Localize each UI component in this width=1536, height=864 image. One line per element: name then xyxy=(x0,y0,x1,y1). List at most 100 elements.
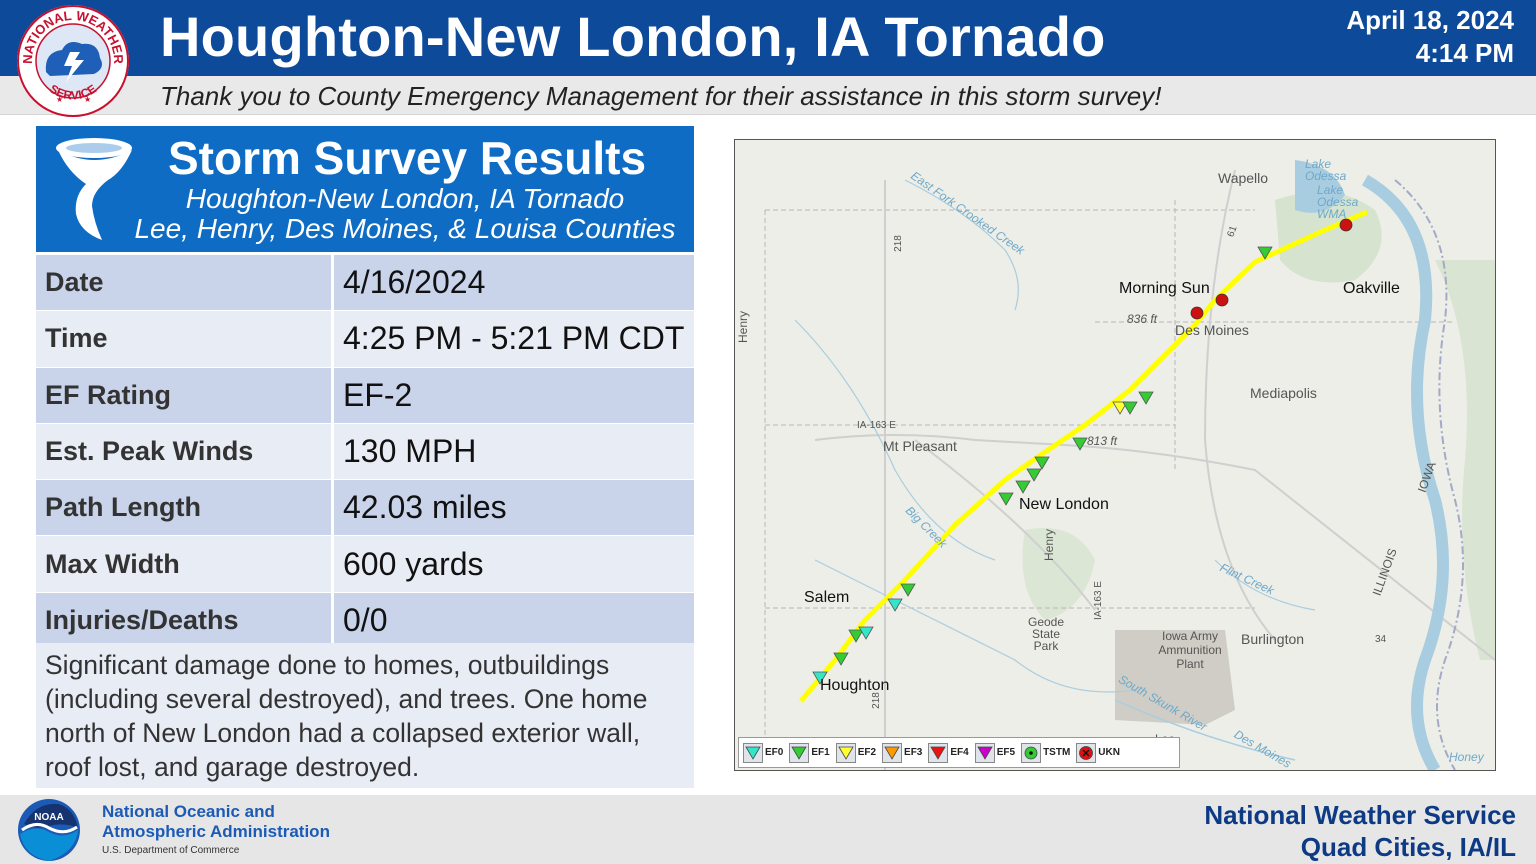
damage-point-ef1 xyxy=(1257,246,1273,260)
table-row-date: Date 4/16/2024 xyxy=(36,255,694,312)
table-row-path-length: Path Length 42.03 miles xyxy=(36,480,694,537)
damage-point-ef1 xyxy=(848,629,864,643)
row-value: EF-2 xyxy=(334,367,694,423)
river-floodplain xyxy=(1435,260,1495,660)
stream xyxy=(794,319,996,561)
legend-label: EF4 xyxy=(950,747,969,758)
map-road-ia163b: IA-163 E xyxy=(1092,581,1104,620)
map-label-lake-odessa-wma: Lake Odessa WMA xyxy=(1317,183,1359,221)
legend-label: EF1 xyxy=(811,747,830,758)
issue-date: April 18, 2024 xyxy=(1346,5,1514,35)
row-label: Time xyxy=(36,311,334,367)
state-park-area xyxy=(1022,528,1095,620)
damage-point-ef1 xyxy=(833,652,849,666)
legend-label: EF0 xyxy=(765,747,784,758)
map-label-wapello: Wapello xyxy=(1218,170,1269,186)
legend-symbol xyxy=(882,742,903,763)
map-label-elevation-813: 813 ft xyxy=(1087,434,1118,448)
highway-61 xyxy=(1203,169,1276,641)
row-value: 600 yards xyxy=(334,536,694,592)
map-label-new-london: New London xyxy=(1019,496,1109,513)
legend-symbol xyxy=(928,742,949,763)
map-road-ia163: IA-163 E xyxy=(857,420,896,431)
map-legend: EF0 EF1 EF2 EF3 EF4 EF5 TSTM UKN xyxy=(738,737,1180,768)
map-road-34: 34 xyxy=(1375,634,1387,645)
map-label-mediapolis: Mediapolis xyxy=(1250,385,1317,401)
damage-point-ef1 xyxy=(998,492,1014,506)
legend-item-ukn: UKN xyxy=(1076,742,1120,763)
state-border xyxy=(1394,179,1464,770)
noaa-name: National Oceanic and Atmospheric Adminis… xyxy=(102,802,330,842)
damage-description: Significant damage done to homes, outbui… xyxy=(36,643,694,788)
map-label-houghton: Houghton xyxy=(820,677,890,694)
row-value: 42.03 miles xyxy=(334,480,694,536)
legend-item-ef5: EF5 xyxy=(974,742,1016,763)
damage-point-ef1 xyxy=(1034,456,1050,470)
thanks-message: Thank you to County Emergency Management… xyxy=(160,81,1162,111)
map-label-geode-state-park: Geode State Park xyxy=(1027,615,1065,653)
lake-odessa xyxy=(1295,160,1345,213)
map-label-lake-odessa: Lake Odessa xyxy=(1305,157,1347,183)
stream-skunk-river xyxy=(1114,699,1296,761)
stream-east-fork xyxy=(904,179,1019,311)
highway-34 xyxy=(814,434,1495,661)
row-label: Max Width xyxy=(36,536,334,592)
damage-point-ef0 xyxy=(887,598,903,612)
legend-symbol xyxy=(1076,742,1097,763)
row-label: Injuries/Deaths xyxy=(36,592,334,649)
legend-item-ef0: EF0 xyxy=(743,742,784,763)
damage-points xyxy=(812,218,1353,685)
noaa-name-line2: Atmospheric Administration xyxy=(102,822,330,841)
legend-label: EF3 xyxy=(904,747,923,758)
legend-item-ef3: EF3 xyxy=(882,742,923,763)
map-road-218b: 218 xyxy=(870,692,882,709)
map-label-henry-county: Henry xyxy=(736,310,751,344)
damage-point-ukn xyxy=(1215,293,1229,307)
map-label-iowa-army-plant: Iowa Army Ammunition Plant xyxy=(1158,629,1222,671)
map-label-morning-sun: Morning Sun xyxy=(1119,280,1210,297)
row-label: EF Rating xyxy=(36,367,334,423)
legend-label: UKN xyxy=(1098,747,1120,758)
legend-symbol xyxy=(789,742,810,763)
damage-point-ef1 xyxy=(1122,401,1138,415)
row-value: 4/16/2024 xyxy=(334,255,694,311)
legend-label: EF5 xyxy=(996,747,1016,758)
damage-point-ef0 xyxy=(858,626,874,640)
row-label: Date xyxy=(36,255,334,311)
thanks-bar xyxy=(0,76,1536,115)
damage-point-ef1 xyxy=(1138,391,1154,405)
map-label-honey: Honey xyxy=(1449,750,1484,764)
tornado-track-map[interactable]: Wapello Lake Odessa Lake Odessa WMA Morn… xyxy=(734,139,1496,771)
damage-point-ef1 xyxy=(900,583,916,597)
table-row-max-width: Max Width 600 yards xyxy=(36,536,694,593)
row-label: Path Length xyxy=(36,480,334,536)
legend-item-ef1: EF1 xyxy=(789,742,830,763)
table-row-ef-rating: EF Rating EF-2 xyxy=(36,367,694,424)
svg-text:★: ★ xyxy=(56,95,63,104)
survey-card-header xyxy=(36,126,694,252)
row-label: Est. Peak Winds xyxy=(36,423,334,480)
noaa-logo-icon: NOAA xyxy=(18,799,80,861)
header-bar xyxy=(0,0,1536,76)
map-label-burlington: Burlington xyxy=(1241,631,1305,647)
stream-flint-creek xyxy=(1214,559,1316,611)
nws-office-line2: Quad Cities, IA/IL xyxy=(1300,832,1516,862)
stream xyxy=(814,559,1136,693)
svg-text:NOAA: NOAA xyxy=(34,812,63,823)
survey-card-subtitle: Houghton-New London, IA Tornado xyxy=(185,183,625,214)
issue-time: 4:14 PM xyxy=(1415,38,1514,68)
row-value: 130 MPH xyxy=(334,423,694,480)
map-label-salem: Salem xyxy=(804,589,850,606)
tornado-icon xyxy=(56,138,132,240)
footer-bar xyxy=(0,795,1536,864)
survey-results-table: Date 4/16/2024 Time 4:25 PM - 5:21 PM CD… xyxy=(36,255,694,650)
page-title: Houghton-New London, IA Tornado xyxy=(160,5,1106,68)
map-road-218: 218 xyxy=(892,235,904,252)
mississippi-river xyxy=(1361,174,1449,770)
damage-point-ukn xyxy=(1190,306,1204,320)
legend-symbol xyxy=(835,742,856,763)
svg-text:SERVICE: SERVICE xyxy=(47,82,99,103)
damage-point-ef1 xyxy=(1072,437,1088,451)
legend-label: EF2 xyxy=(857,747,877,758)
map-label-mt-pleasant: Mt Pleasant xyxy=(883,438,957,454)
